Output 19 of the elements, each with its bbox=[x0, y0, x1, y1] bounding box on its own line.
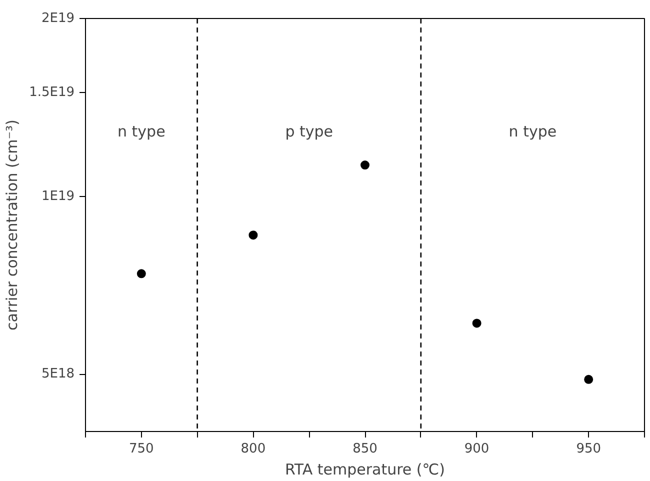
x-tick-label: 900 bbox=[464, 442, 490, 456]
y-axis-title: carrier concentration (cm⁻³) bbox=[3, 119, 22, 330]
annotation: n type bbox=[508, 122, 557, 140]
x-tick-label: 950 bbox=[576, 442, 602, 456]
point bbox=[248, 230, 258, 240]
point bbox=[584, 374, 594, 384]
x-tick-label: 850 bbox=[352, 442, 378, 456]
annotation: p type bbox=[285, 122, 334, 140]
y-tick-label: 1.5E19 bbox=[29, 84, 75, 100]
point bbox=[360, 160, 370, 170]
y-tick-label: 1E19 bbox=[41, 188, 75, 204]
x-tick-label: 750 bbox=[128, 442, 154, 456]
y-tick-label: 5E18 bbox=[41, 366, 75, 382]
x-axis-title: RTA temperature (℃) bbox=[285, 460, 445, 478]
y-tick-label: 2E19 bbox=[41, 11, 75, 26]
point bbox=[136, 269, 146, 278]
annotation: n type bbox=[118, 122, 166, 140]
point bbox=[472, 318, 482, 328]
x-tick-label: 800 bbox=[240, 442, 266, 456]
